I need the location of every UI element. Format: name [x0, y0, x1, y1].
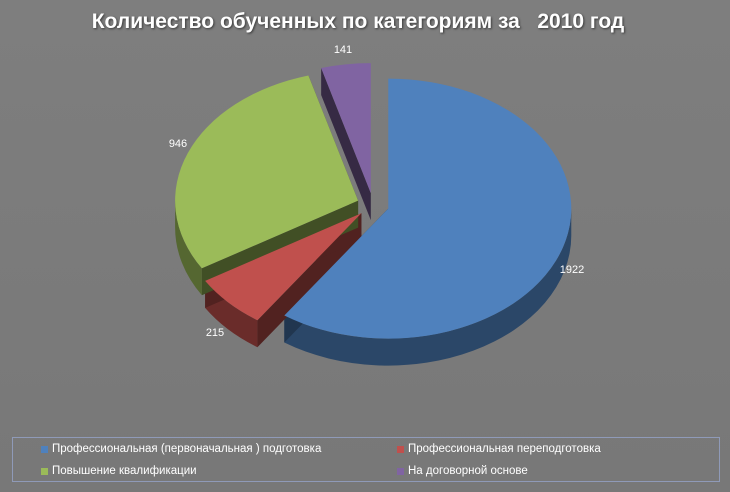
legend-swatch-3: [397, 467, 404, 475]
data-label-1: 215: [206, 327, 224, 339]
legend-swatch-0: [41, 445, 48, 453]
data-label-0: 1922: [560, 264, 584, 276]
data-label-2: 946: [169, 138, 187, 150]
slice-side-3: [321, 67, 371, 221]
slice-wall-2: [175, 200, 202, 296]
slice-cut-3-0: [321, 67, 371, 221]
legend-item-0: Профессиональная (первоначальная ) подго…: [41, 443, 321, 455]
pie-chart: 1922 215 946 141: [169, 44, 584, 366]
slice-1: [205, 213, 362, 321]
legend-label-3: На договорной основе: [408, 465, 528, 477]
legend-item-3: На договорной основе: [397, 465, 528, 477]
slice-2: [175, 75, 359, 269]
legend-label-1: Профессиональная переподготовка: [408, 443, 601, 455]
pie-tops: [175, 63, 572, 339]
slice-wall-0: [284, 208, 572, 366]
slice-0: [284, 78, 572, 339]
legend-swatch-1: [397, 445, 404, 453]
chart-title: Количество обученных по категориям за 20…: [91, 10, 625, 33]
slice-3: [321, 63, 371, 194]
pie-labels: 1922 215 946 141: [169, 44, 584, 339]
legend-item-1: Профессиональная переподготовка: [397, 443, 601, 455]
legend-label-2: Повышение квалификации: [52, 465, 197, 477]
legend-item-2: Повышение квалификации: [41, 465, 197, 477]
data-label-3: 141: [334, 44, 352, 56]
legend-label-0: Профессиональная (первоначальная ) подго…: [52, 443, 322, 455]
legend: Профессиональная (первоначальная ) подго…: [12, 437, 720, 482]
legend-swatch-2: [41, 467, 48, 475]
